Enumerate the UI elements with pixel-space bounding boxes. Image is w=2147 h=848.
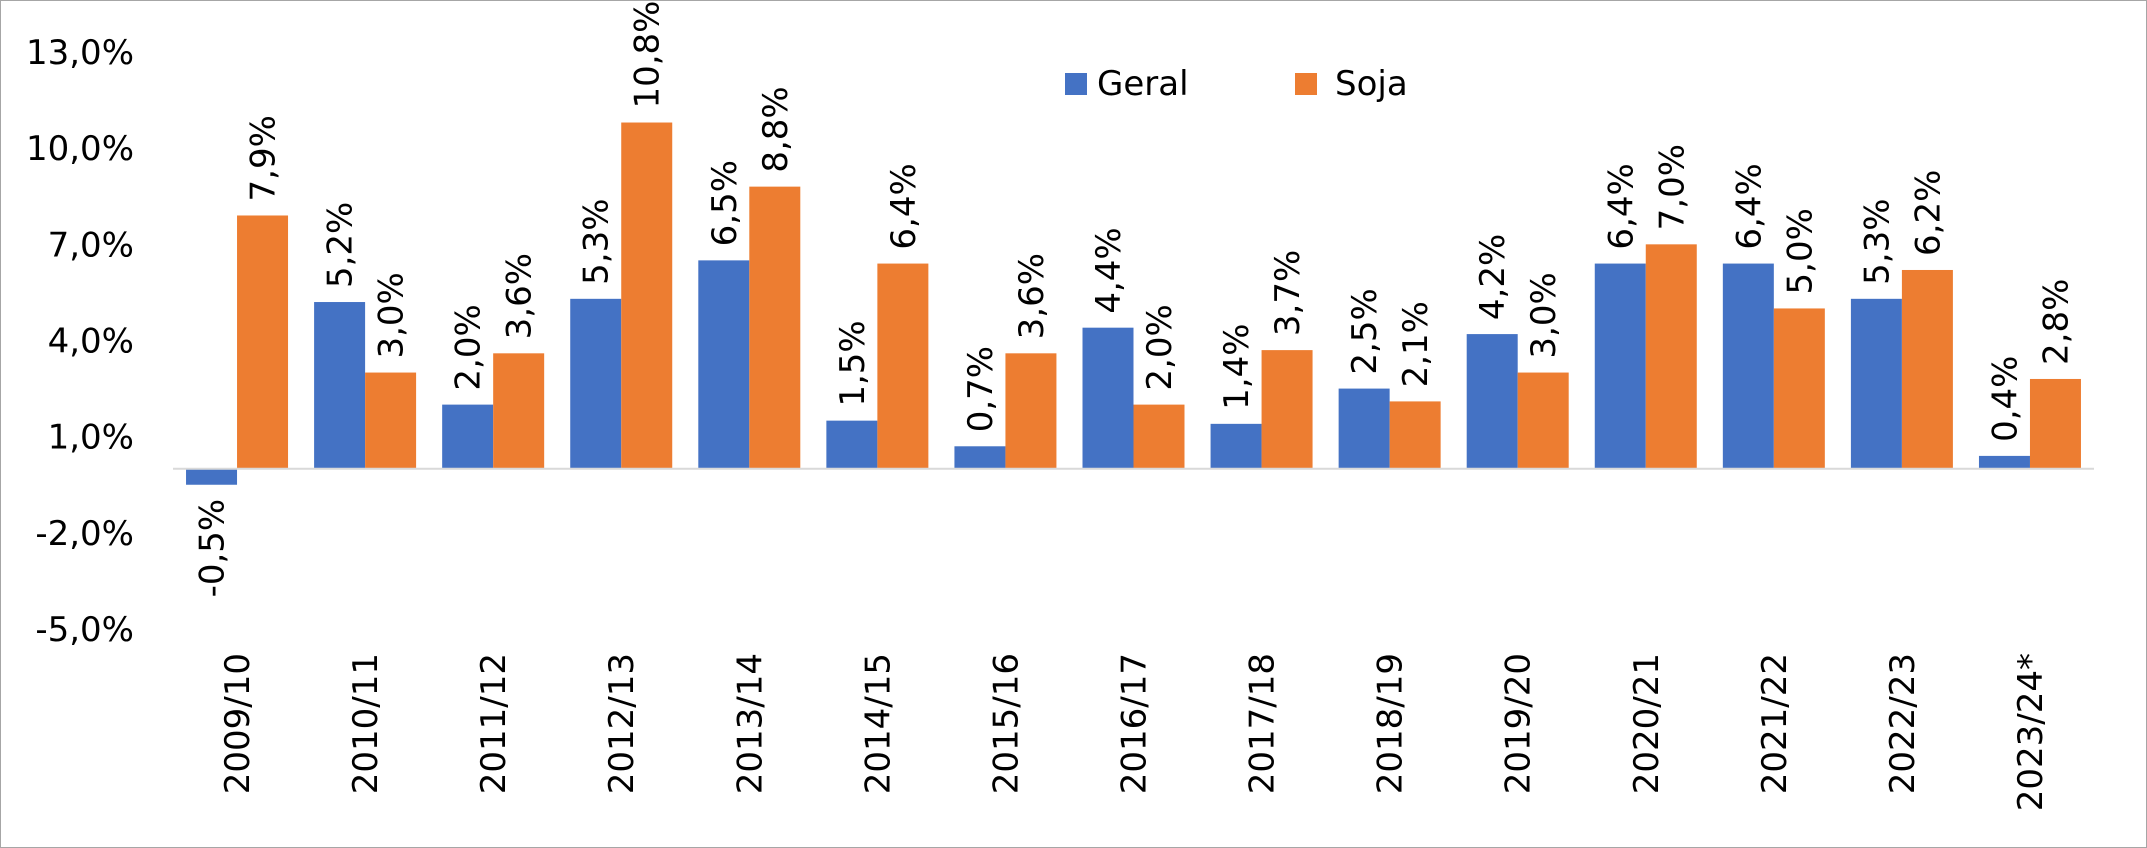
bar-geral — [954, 446, 1006, 469]
y-tick-label: 13,0% — [26, 33, 134, 73]
bar-soja — [2029, 378, 2081, 469]
bar-geral — [1338, 388, 1390, 469]
y-tick-label: 7,0% — [48, 225, 134, 265]
legend-swatch-soja — [1295, 73, 1317, 95]
data-label: -0,5% — [193, 499, 233, 598]
data-label: 2,0% — [1140, 304, 1180, 390]
data-label: 6,4% — [1601, 163, 1641, 249]
bar-soja — [365, 372, 417, 469]
data-label: 2,8% — [2036, 279, 2076, 365]
bar-geral — [1210, 423, 1262, 469]
x-tick-label: 2017/18 — [1243, 653, 1283, 794]
legend-label-geral: Geral — [1097, 64, 1189, 104]
bar-soja — [749, 186, 801, 469]
data-label: 1,5% — [833, 320, 873, 406]
x-tick-label: 2013/14 — [730, 653, 770, 794]
bar-geral — [1594, 263, 1646, 469]
x-tick-label: 2014/15 — [858, 653, 898, 794]
data-label: 6,5% — [705, 160, 745, 246]
bar-soja — [1005, 353, 1057, 469]
data-label: 2,5% — [1345, 288, 1385, 374]
x-tick-label: 2009/10 — [218, 653, 258, 794]
bar-soja — [493, 353, 545, 469]
y-tick-label: 1,0% — [48, 418, 134, 458]
bar-soja — [1261, 350, 1313, 469]
y-tick-label: -5,0% — [35, 610, 134, 650]
bar-geral — [314, 302, 366, 469]
x-tick-label: 2011/12 — [474, 653, 514, 794]
data-label: 10,8% — [628, 1, 668, 109]
data-label: 7,0% — [1652, 144, 1692, 230]
bar-geral — [1850, 298, 1902, 469]
bar-geral — [1722, 263, 1774, 469]
data-label: 3,0% — [372, 272, 412, 358]
data-label: 0,4% — [1985, 356, 2025, 442]
bar-soja — [877, 263, 929, 469]
y-tick-label: 10,0% — [26, 129, 134, 169]
data-label: 3,6% — [500, 253, 540, 339]
x-tick-label: 2010/11 — [346, 653, 386, 794]
data-label: 1,4% — [1217, 323, 1257, 409]
bar-soja — [1901, 269, 1953, 469]
data-label: 0,7% — [961, 346, 1001, 432]
x-tick-label: 2012/13 — [602, 653, 642, 794]
bar-geral — [186, 468, 238, 485]
data-label: 3,0% — [1524, 272, 1564, 358]
data-label: 5,3% — [1857, 198, 1897, 284]
x-tick-label: 2015/16 — [986, 653, 1026, 794]
data-label: 5,3% — [577, 198, 617, 284]
data-label: 6,2% — [1908, 170, 1948, 256]
bar-soja — [1389, 401, 1441, 469]
y-tick-label: 4,0% — [48, 322, 134, 362]
data-label: 3,7% — [1268, 250, 1308, 336]
y-tick-label: -2,0% — [35, 514, 134, 554]
bar-geral — [1082, 327, 1134, 469]
bar-geral — [698, 260, 750, 469]
x-tick-label: 2022/23 — [1883, 653, 1923, 794]
x-tick-label: 2016/17 — [1115, 653, 1155, 794]
data-label: 6,4% — [1729, 163, 1769, 249]
bar-soja — [1645, 244, 1697, 469]
bar-soja — [237, 215, 289, 469]
bar-soja — [1517, 372, 1569, 469]
bar-geral — [1978, 455, 2030, 469]
data-label: 8,8% — [756, 86, 796, 172]
bar-soja — [1133, 404, 1185, 469]
legend-label-soja: Soja — [1335, 64, 1408, 104]
x-tick-label: 2018/19 — [1371, 653, 1411, 794]
data-label: 3,6% — [1012, 253, 1052, 339]
bar-geral — [442, 404, 494, 469]
data-label: 2,1% — [1396, 301, 1436, 387]
x-tick-label: 2019/20 — [1499, 653, 1539, 794]
data-label: 2,0% — [449, 304, 489, 390]
legend-swatch-geral — [1065, 73, 1087, 95]
bar-soja — [621, 122, 673, 469]
data-label: 4,4% — [1089, 227, 1129, 313]
x-tick-label: 2021/22 — [1755, 653, 1795, 794]
bar-geral — [1466, 334, 1518, 469]
x-tick-label: 2023/24* — [2011, 653, 2051, 811]
data-label: 7,9% — [244, 115, 284, 201]
data-label: 6,4% — [884, 163, 924, 249]
data-label: 4,2% — [1473, 234, 1513, 320]
x-tick-label: 2020/21 — [1627, 653, 1667, 794]
bar-soja — [1773, 308, 1825, 469]
bar-geral — [570, 298, 622, 469]
data-label: 5,0% — [1780, 208, 1820, 294]
bar-geral — [826, 420, 878, 469]
data-label: 5,2% — [321, 202, 361, 288]
